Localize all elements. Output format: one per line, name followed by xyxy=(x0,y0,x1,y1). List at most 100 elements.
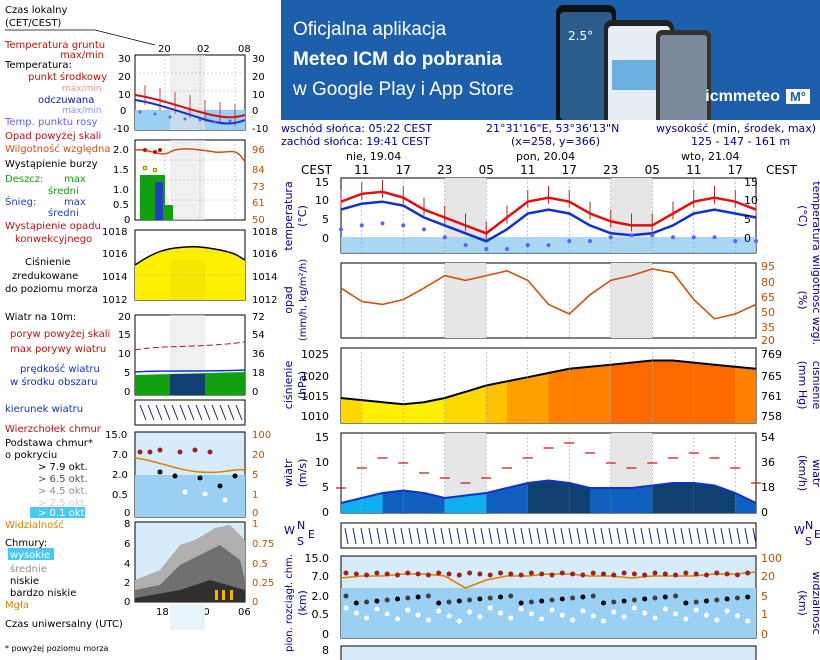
cloud-base-dot-low xyxy=(590,613,596,619)
wind-direction-arrow xyxy=(640,527,645,545)
last-tick: 8 xyxy=(322,644,329,657)
legend-cloud-base: Podstawa chmur* xyxy=(5,438,93,449)
cloud-base-dot-low xyxy=(518,606,524,612)
wind-direction-arrow xyxy=(440,527,445,545)
cloud-base-dot-low xyxy=(467,609,473,615)
legend-temp-feel-maxmin: max/min xyxy=(62,106,102,116)
pressure-area-segment xyxy=(590,364,611,423)
pressure-panel: 1025 1020 1015 1010 769 765 761 758 ciśn… xyxy=(282,347,820,424)
brand-mark: M° xyxy=(785,89,810,104)
dew-point-dot xyxy=(733,239,738,244)
wind-direction-arrow xyxy=(736,527,741,545)
cloud-base-dot xyxy=(714,597,720,603)
wind-direction-arrow xyxy=(576,527,581,545)
cloud-base-dot-low xyxy=(405,607,411,613)
hum-tick: 95 xyxy=(761,260,775,273)
cloud-base-dot-low xyxy=(714,617,720,623)
legend-utc: Czas uniwersalny (UTC) xyxy=(5,619,123,630)
cloud-top-dot xyxy=(446,571,452,577)
cloud-top-dot xyxy=(631,571,637,577)
wind-direction-arrow xyxy=(656,527,661,545)
wind-direction-arrow xyxy=(488,527,493,545)
wind-panel: 15 10 5 0 54 36 18 0 wiatr (m/s) wiatr (… xyxy=(282,431,820,519)
legend-okt: > 0.1 okt. xyxy=(38,508,88,519)
vis-tick: 100 xyxy=(761,552,782,565)
cloud-top-dot xyxy=(662,571,668,577)
tz-label: CEST xyxy=(766,163,798,177)
forecast-main: wschód słońca: 05:22 CEST zachód słońca:… xyxy=(281,120,820,660)
app-banner[interactable]: Oficjalna aplikacja Meteo ICM do pobrani… xyxy=(281,0,820,120)
cloud-base-dot xyxy=(436,600,442,606)
legend-wind-title: Wiatr na 10m: xyxy=(5,312,76,323)
legend-precip-above: Opad powyżej skali xyxy=(5,131,101,142)
cloud-top-dot xyxy=(642,572,648,578)
hour-label: 17 xyxy=(728,163,743,177)
wind-direction-arrow xyxy=(344,527,349,545)
cloud-base-dot xyxy=(601,600,606,606)
cloud-base-dot xyxy=(425,593,431,599)
legend-cl-tick: 4 xyxy=(124,559,130,570)
compass-s: S xyxy=(297,535,304,548)
cloud-base-dot xyxy=(745,594,751,600)
vis-tick: 20 xyxy=(761,570,775,583)
wind-speed-area-segment xyxy=(652,483,673,513)
legend-time-tick: 20 xyxy=(158,44,171,55)
hour-label: 11 xyxy=(354,163,369,177)
cloud-top-dot xyxy=(693,571,699,577)
compass-e: E xyxy=(308,528,315,541)
wind-speed-area-segment xyxy=(610,488,632,513)
cloud-top-dot xyxy=(621,570,627,576)
legend-temp-dew: Temp. punktu rosy xyxy=(4,117,97,128)
dew-point-dot xyxy=(484,247,489,252)
legend-press-tick-r: 1018 xyxy=(252,227,277,238)
cloud-top-dot xyxy=(343,570,349,576)
legend-temp-mid: punkt środkowy xyxy=(28,71,107,83)
cloud-base-dot xyxy=(570,595,576,601)
legend-temp-tick: 20 xyxy=(118,72,131,83)
legend-wind-kmh: 72 xyxy=(252,312,265,323)
press-mm-tick: 765 xyxy=(761,370,782,383)
visibility-series-line xyxy=(340,571,757,589)
cloud-base-dot-low xyxy=(446,613,452,619)
wind-speed-area-segment xyxy=(631,485,653,513)
cloud-base-dot xyxy=(580,594,586,600)
hum-tick: 35 xyxy=(761,321,775,334)
wind-tick: 0 xyxy=(322,506,329,519)
pressure-area-segment xyxy=(361,400,383,423)
cloud-base-dot-low xyxy=(364,615,370,621)
press-axis-label: ciśnienie xyxy=(282,361,295,410)
legend-utc-tick: 18 xyxy=(156,607,169,618)
wind-direction-arrow xyxy=(696,527,701,545)
press-axis-unit: (hPa) xyxy=(296,371,309,399)
cloud-base-dot-low xyxy=(384,611,390,617)
cloud-base-dot xyxy=(487,595,493,601)
cloud-top-dot xyxy=(364,572,370,578)
cloud-base-dot-low xyxy=(539,616,545,622)
wind-direction-arrow xyxy=(432,527,437,545)
legend-cl-tick: 8 xyxy=(124,519,130,530)
legend-wind-tick: 20 xyxy=(118,312,131,323)
wind-direction-arrow xyxy=(672,527,677,545)
legend-very-low: bardzo niskie xyxy=(10,588,76,599)
cloud-top-dot xyxy=(611,572,617,578)
cloud-base-dot xyxy=(467,597,473,603)
cloud-base-dot-low xyxy=(549,607,555,613)
tz-label: CEST xyxy=(301,163,333,177)
legend-press-tick-r: 1012 xyxy=(252,295,277,306)
pressure-area-segment xyxy=(631,360,653,423)
legend-precip-occ-sub: konwekcyjnego xyxy=(15,234,92,245)
legend-high: wysokie xyxy=(10,550,50,561)
legend-clouds: Chmury: xyxy=(5,538,47,549)
vis-axis-label: widzialność xyxy=(810,571,820,634)
vis-tick: 1 xyxy=(761,608,768,621)
temp-tick: 0 xyxy=(744,232,751,245)
wind-axis-unit-r: (km/h) xyxy=(796,455,809,491)
coords: 21°31'16"E, 53°36'13"N xyxy=(486,122,620,135)
night-band xyxy=(610,263,653,338)
pressure-area-segment xyxy=(652,360,673,423)
pressure-series-line xyxy=(340,359,757,406)
wind-direction-arrow xyxy=(680,527,685,545)
wind-direction-arrow xyxy=(464,527,469,545)
temp-tick-l: 5 xyxy=(322,213,329,226)
wind-direction-arrow xyxy=(720,527,725,545)
